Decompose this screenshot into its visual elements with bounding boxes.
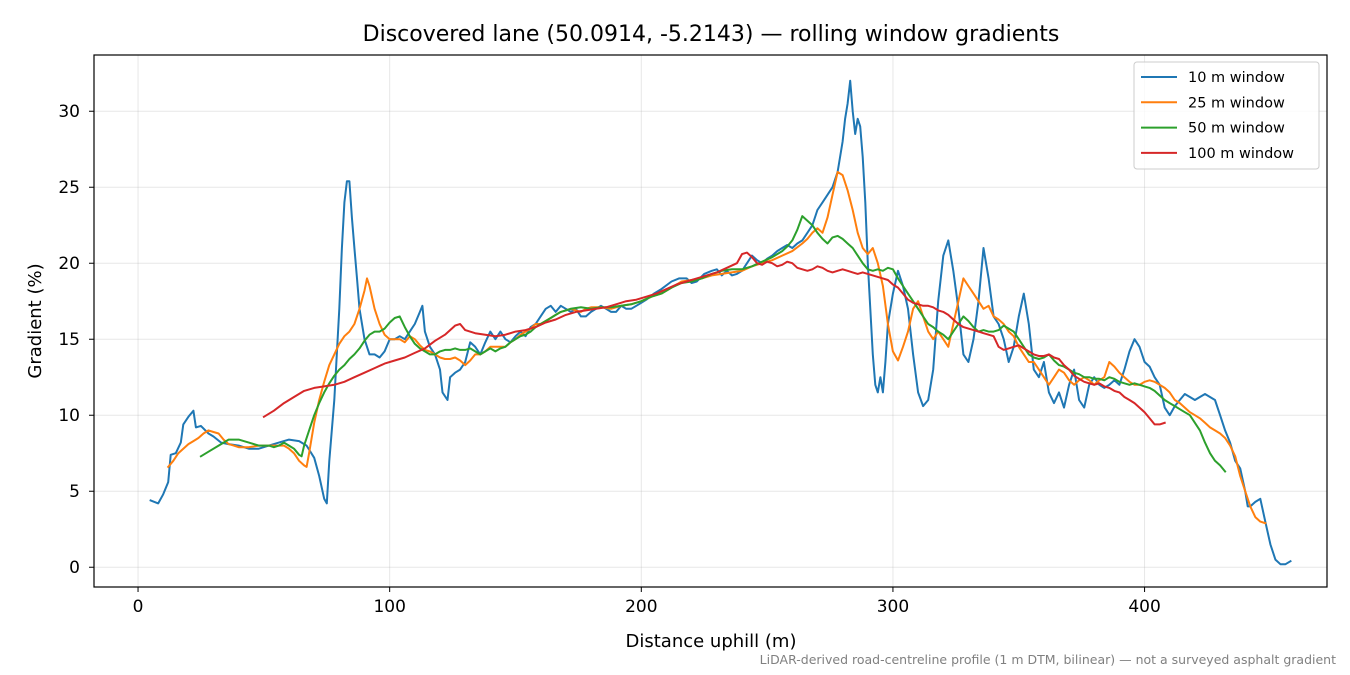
chart-title: Discovered lane (50.0914, -5.2143) — rol… (363, 22, 1060, 47)
y-tick-label: 25 (58, 178, 80, 198)
series-line-4 (262, 251, 1166, 426)
y-tick-label: 20 (58, 254, 80, 274)
legend-label: 50 m window (1188, 121, 1285, 137)
y-tick-label: 10 (58, 406, 80, 426)
y-tick-label: 5 (69, 482, 80, 502)
plot-area (149, 79, 1292, 566)
y-axis-label: Gradient (%) (25, 263, 46, 378)
x-axis-label: Distance uphill (m) (626, 631, 797, 652)
x-tick-label: 400 (1128, 597, 1160, 617)
legend-label: 25 m window (1188, 95, 1285, 111)
series-line-3 (199, 215, 1227, 473)
footnote: LiDAR-derived road-centreline profile (1… (759, 652, 1336, 667)
grid (94, 55, 1327, 587)
legend-label: 100 m window (1188, 146, 1294, 162)
x-tick-label: 300 (877, 597, 909, 617)
y-tick-label: 30 (58, 102, 80, 122)
legend-label: 10 m window (1188, 70, 1285, 86)
y-tick-label: 15 (58, 330, 80, 350)
x-tick-label: 200 (625, 597, 657, 617)
x-tick-label: 0 (133, 597, 144, 617)
y-tick-label: 0 (69, 558, 80, 578)
series-line-1 (149, 79, 1292, 566)
legend: 10 m window 25 m window 50 m window 100 m w… (1133, 61, 1320, 170)
x-tick-label: 100 (373, 597, 405, 617)
series-line-2 (166, 171, 1267, 525)
axis-ticks: 0 100 200 300 400 0 5 10 15 20 25 30 (58, 102, 1160, 617)
axes-frame (93, 54, 1328, 588)
legend-box (1133, 61, 1320, 170)
